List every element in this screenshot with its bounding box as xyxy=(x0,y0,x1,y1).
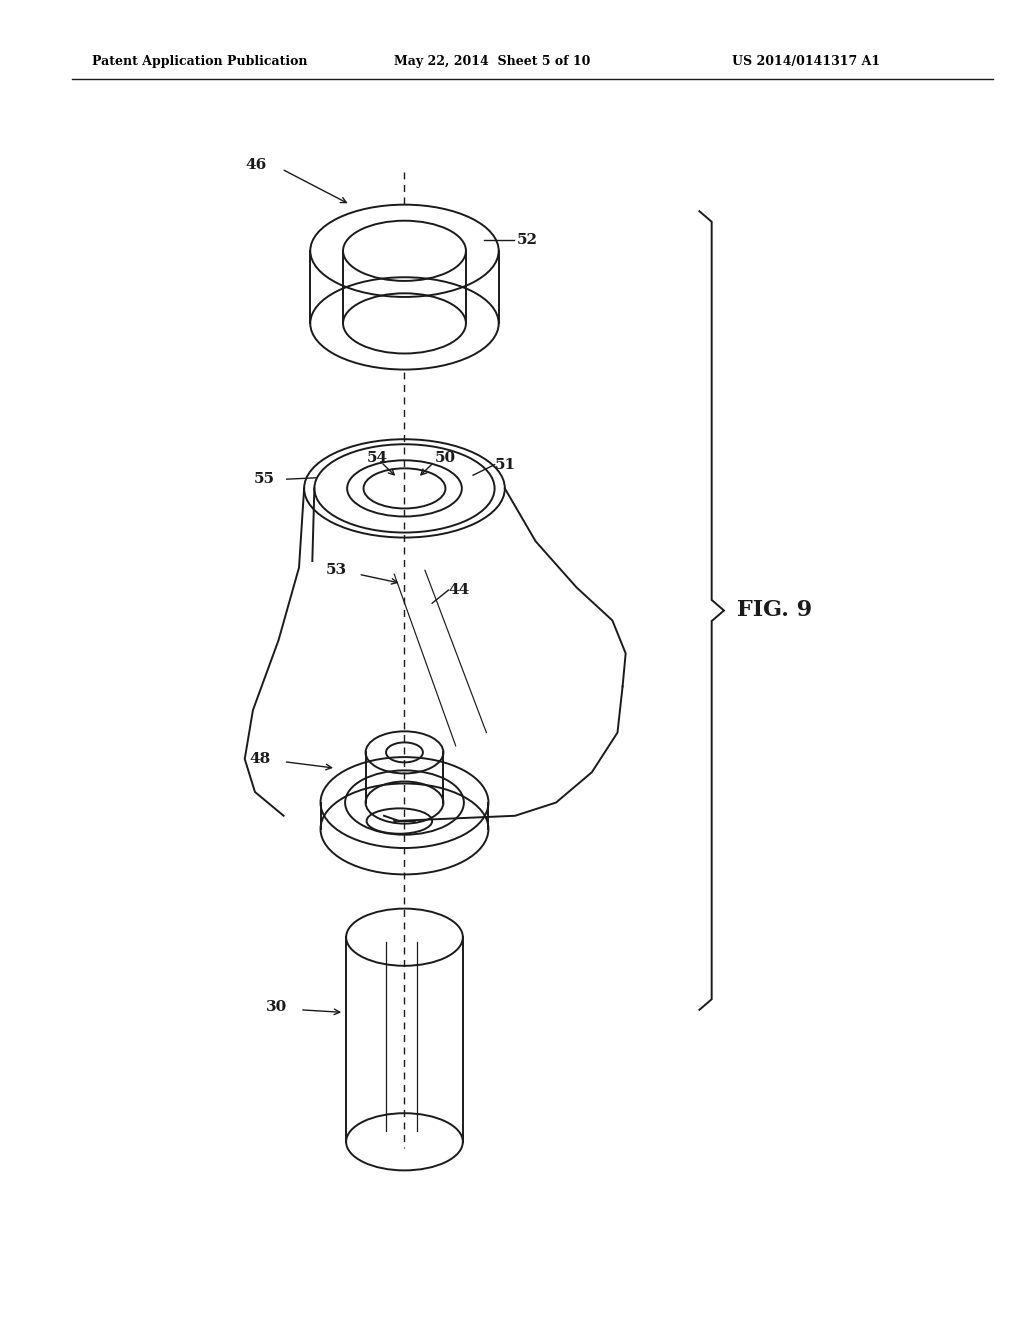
Text: 46: 46 xyxy=(246,158,267,172)
Text: FIG. 9: FIG. 9 xyxy=(737,599,812,622)
Text: 53: 53 xyxy=(326,564,347,577)
Text: US 2014/0141317 A1: US 2014/0141317 A1 xyxy=(732,55,881,69)
Text: 54: 54 xyxy=(367,451,388,465)
Text: Patent Application Publication: Patent Application Publication xyxy=(92,55,307,69)
Text: 48: 48 xyxy=(250,752,271,766)
Text: 50: 50 xyxy=(435,451,457,465)
Text: 44: 44 xyxy=(449,583,470,597)
Polygon shape xyxy=(308,205,501,370)
Text: 30: 30 xyxy=(266,1001,288,1014)
Text: 52: 52 xyxy=(517,234,539,247)
Text: 55: 55 xyxy=(254,473,275,486)
Text: 51: 51 xyxy=(495,458,516,471)
Text: May 22, 2014  Sheet 5 of 10: May 22, 2014 Sheet 5 of 10 xyxy=(394,55,591,69)
